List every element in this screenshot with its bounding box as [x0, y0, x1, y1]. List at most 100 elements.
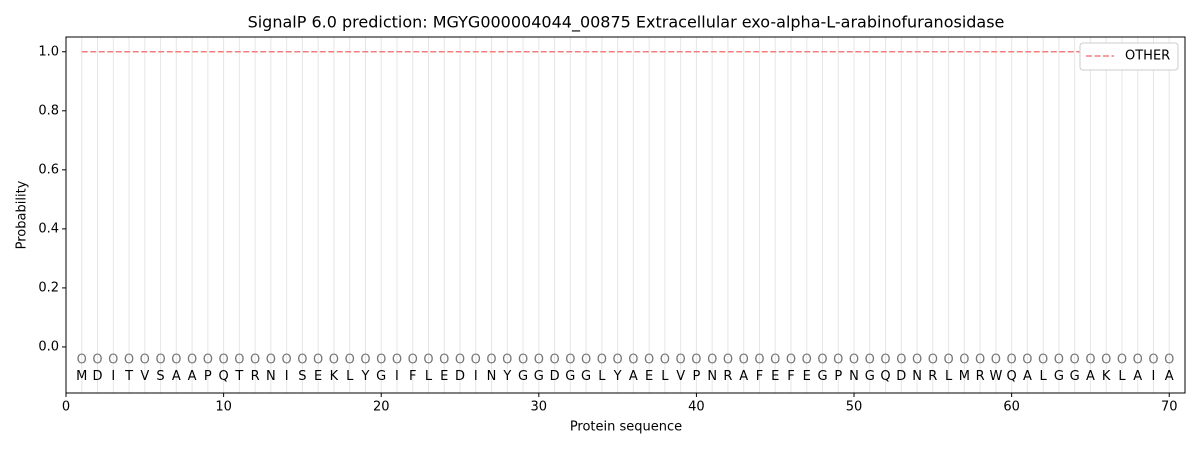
predicted-label: O: [92, 353, 102, 368]
residue: E: [440, 369, 448, 384]
predicted-label: O: [833, 353, 843, 368]
residue: P: [204, 369, 212, 384]
residue: Q: [218, 369, 228, 384]
residue: F: [409, 369, 416, 384]
residue: G: [565, 369, 575, 384]
x-tick-label: 50: [846, 400, 863, 415]
residue: Y: [360, 369, 369, 384]
residue: L: [425, 369, 433, 384]
x-tick-label: 0: [62, 400, 70, 415]
residue: L: [945, 369, 953, 384]
predicted-label: O: [786, 353, 796, 368]
residue: I: [1152, 369, 1156, 384]
predicted-label: O: [329, 353, 339, 368]
residue: A: [1086, 369, 1095, 384]
predicted-label: O: [628, 353, 638, 368]
predicted-label: O: [266, 353, 276, 368]
residue: A: [172, 369, 181, 384]
predicted-label: O: [723, 353, 733, 368]
residue: N: [707, 369, 717, 384]
residue: Q: [1007, 369, 1017, 384]
residue: I: [111, 369, 115, 384]
residue: P: [834, 369, 842, 384]
predicted-label: O: [549, 353, 559, 368]
predicted-label: O: [943, 353, 953, 368]
predicted-label: O: [707, 353, 717, 368]
predicted-label: O: [1022, 353, 1032, 368]
residue: V: [676, 369, 685, 384]
predicted-label: O: [613, 353, 623, 368]
x-tick-label: 40: [688, 400, 705, 415]
residue: R: [723, 369, 732, 384]
residue: L: [1118, 369, 1126, 384]
y-tick-label: 0.0: [38, 339, 59, 354]
predicted-label: O: [297, 353, 307, 368]
predicted-label: O: [660, 353, 670, 368]
residue: E: [803, 369, 811, 384]
residue: L: [598, 369, 606, 384]
predicted-label: O: [896, 353, 906, 368]
predicted-label: O: [486, 353, 496, 368]
predicted-label: O: [739, 353, 749, 368]
chart-title: SignalP 6.0 prediction: MGYG000004044_00…: [248, 13, 1005, 33]
predicted-label: O: [77, 353, 87, 368]
residue: N: [266, 369, 276, 384]
legend-box: [1079, 42, 1179, 71]
predicted-label: O: [849, 353, 859, 368]
predicted-label: O: [518, 353, 528, 368]
residue: I: [285, 369, 289, 384]
predicted-label: O: [1007, 353, 1017, 368]
predicted-label: O: [1101, 353, 1111, 368]
predicted-label: O: [644, 353, 654, 368]
predicted-label: O: [408, 353, 418, 368]
x-tick-label: 20: [373, 400, 390, 415]
predicted-label: O: [187, 353, 197, 368]
predicted-label: O: [1038, 353, 1048, 368]
predicted-label: O: [203, 353, 213, 368]
predicted-label: O: [565, 353, 575, 368]
predicted-label: O: [880, 353, 890, 368]
predicted-label: O: [802, 353, 812, 368]
residue: E: [771, 369, 779, 384]
y-tick-label: 0.6: [38, 162, 59, 177]
residue: I: [395, 369, 399, 384]
predicted-label: O: [581, 353, 591, 368]
predicted-label: O: [1085, 353, 1095, 368]
residue: V: [140, 369, 149, 384]
residue: G: [518, 369, 528, 384]
y-tick-label: 1.0: [38, 44, 59, 59]
predicted-label: O: [155, 353, 165, 368]
plot-frame: [65, 36, 1186, 394]
residue: G: [376, 369, 386, 384]
residue: R: [928, 369, 937, 384]
predicted-label: O: [1117, 353, 1127, 368]
residue: K: [1102, 369, 1111, 384]
residue: E: [645, 369, 653, 384]
residue: G: [1054, 369, 1064, 384]
residue: G: [534, 369, 544, 384]
residue: D: [896, 369, 906, 384]
x-tick-label: 10: [215, 400, 232, 415]
residue: L: [346, 369, 354, 384]
residue: A: [739, 369, 748, 384]
residue: F: [787, 369, 794, 384]
residue: D: [93, 369, 103, 384]
predicted-label: O: [1148, 353, 1158, 368]
residue: T: [234, 369, 243, 384]
residue: W: [989, 369, 1002, 384]
residue: Y: [613, 369, 622, 384]
predicted-label: O: [991, 353, 1001, 368]
predicted-label: O: [754, 353, 764, 368]
residue: A: [1133, 369, 1142, 384]
residue: M: [959, 369, 970, 384]
residue: G: [865, 369, 875, 384]
residue: G: [817, 369, 827, 384]
residue: F: [756, 369, 763, 384]
predicted-label: O: [455, 353, 465, 368]
x-tick-label: 70: [1161, 400, 1178, 415]
predicted-label: O: [1070, 353, 1080, 368]
predicted-label: O: [1054, 353, 1064, 368]
predicted-label: O: [865, 353, 875, 368]
predicted-label: O: [959, 353, 969, 368]
